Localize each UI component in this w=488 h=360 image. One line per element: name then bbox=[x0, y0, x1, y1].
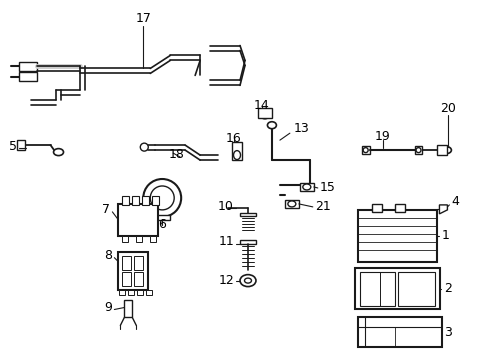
Bar bbox=[146, 289, 152, 294]
Bar bbox=[118, 252, 148, 289]
Ellipse shape bbox=[140, 143, 148, 151]
Text: 3: 3 bbox=[444, 326, 451, 339]
Bar bbox=[232, 142, 242, 160]
Text: 7: 7 bbox=[102, 203, 110, 216]
Bar bbox=[354, 268, 440, 310]
Ellipse shape bbox=[363, 148, 367, 153]
Text: 9: 9 bbox=[104, 301, 112, 314]
Bar bbox=[361, 146, 369, 154]
Bar bbox=[154, 215, 170, 220]
Bar bbox=[359, 272, 394, 306]
Ellipse shape bbox=[260, 112, 269, 119]
Text: 2: 2 bbox=[444, 282, 451, 295]
Bar bbox=[119, 289, 125, 294]
Ellipse shape bbox=[143, 179, 181, 217]
Bar bbox=[134, 256, 143, 270]
Text: 11: 11 bbox=[218, 235, 234, 248]
Bar bbox=[118, 204, 158, 236]
Bar bbox=[122, 272, 131, 285]
Bar bbox=[394, 204, 404, 212]
Bar bbox=[150, 236, 156, 242]
Text: 20: 20 bbox=[440, 102, 455, 115]
Bar bbox=[142, 196, 149, 205]
Bar bbox=[19, 62, 37, 71]
Text: 17: 17 bbox=[135, 12, 151, 25]
Text: 21: 21 bbox=[314, 201, 330, 213]
Text: 5: 5 bbox=[9, 140, 17, 153]
Bar bbox=[414, 146, 422, 154]
Text: 18: 18 bbox=[168, 148, 183, 161]
Bar bbox=[240, 240, 255, 244]
Bar bbox=[122, 196, 129, 205]
Bar bbox=[371, 204, 381, 212]
Ellipse shape bbox=[240, 275, 255, 287]
Ellipse shape bbox=[267, 122, 276, 129]
Text: 10: 10 bbox=[218, 201, 234, 213]
Ellipse shape bbox=[233, 150, 240, 159]
Bar bbox=[128, 289, 134, 294]
Bar bbox=[258, 108, 271, 118]
Text: 6: 6 bbox=[158, 218, 166, 231]
Bar bbox=[397, 272, 435, 306]
Ellipse shape bbox=[287, 201, 295, 207]
Bar bbox=[137, 289, 143, 294]
Text: 13: 13 bbox=[293, 122, 309, 135]
Text: 8: 8 bbox=[104, 249, 112, 262]
Bar bbox=[19, 72, 37, 81]
Ellipse shape bbox=[150, 186, 174, 210]
Bar bbox=[136, 236, 142, 242]
Ellipse shape bbox=[415, 148, 420, 153]
Bar bbox=[357, 210, 437, 262]
Bar bbox=[437, 145, 447, 155]
Bar bbox=[134, 272, 143, 285]
Text: 16: 16 bbox=[225, 132, 242, 145]
Ellipse shape bbox=[244, 278, 251, 283]
Bar bbox=[122, 236, 128, 242]
Ellipse shape bbox=[441, 147, 450, 154]
Ellipse shape bbox=[53, 149, 63, 156]
Bar bbox=[122, 256, 131, 270]
Text: 4: 4 bbox=[450, 195, 458, 208]
Bar bbox=[124, 300, 132, 318]
Text: 1: 1 bbox=[441, 229, 448, 242]
Bar bbox=[299, 183, 313, 191]
Ellipse shape bbox=[302, 184, 310, 190]
Bar bbox=[17, 140, 24, 150]
Bar bbox=[132, 196, 139, 205]
Bar bbox=[152, 196, 159, 205]
Text: 15: 15 bbox=[319, 181, 335, 194]
Text: 19: 19 bbox=[374, 130, 390, 143]
Bar bbox=[285, 200, 298, 208]
Text: 12: 12 bbox=[218, 274, 234, 287]
Bar bbox=[240, 213, 255, 216]
Bar bbox=[357, 318, 442, 347]
Text: 14: 14 bbox=[254, 99, 269, 112]
